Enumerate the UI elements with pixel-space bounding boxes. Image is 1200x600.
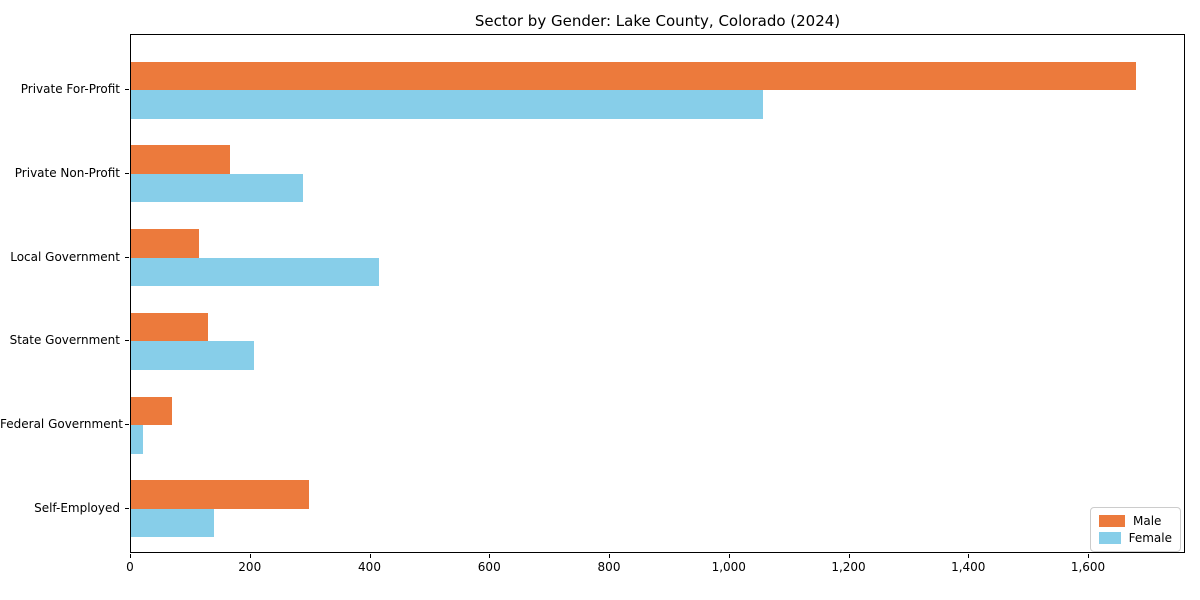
male-swatch-icon xyxy=(1099,515,1125,527)
x-tick-label-1400: 1,400 xyxy=(951,560,986,574)
bar-male-state-government xyxy=(131,312,209,342)
x-tick-mark xyxy=(130,554,131,558)
legend-row-female: Female xyxy=(1099,531,1172,545)
bar-male-self-employed xyxy=(131,480,309,509)
female-swatch-icon xyxy=(1099,532,1121,544)
y-tick-mark xyxy=(125,89,129,90)
plot-area xyxy=(130,34,1185,553)
x-tick-mark xyxy=(728,554,730,558)
y-tick-label-local-government: Local Government xyxy=(10,249,120,264)
y-tick-label-private-for-profit: Private For-Profit xyxy=(20,82,120,96)
y-tick-mark xyxy=(125,172,129,174)
x-tick-mark xyxy=(369,554,371,558)
bar-male-private-non-profit xyxy=(131,145,231,174)
x-tick-mark xyxy=(968,554,970,558)
legend-label-female: Female xyxy=(1128,531,1172,545)
bar-female-private-non-profit xyxy=(131,173,303,203)
x-tick-label-800: 800 xyxy=(597,560,621,574)
y-tick-mark xyxy=(125,340,129,342)
x-tick-mark xyxy=(848,554,850,558)
x-tick-label-600: 600 xyxy=(477,560,501,574)
x-tick-mark xyxy=(489,554,491,558)
y-tick-mark xyxy=(125,424,129,425)
x-tick-label-200: 200 xyxy=(238,560,262,574)
bar-female-state-government xyxy=(131,341,254,370)
legend-label-male: Male xyxy=(1133,514,1162,528)
y-tick-label-self-employed: Self-Employed xyxy=(34,500,120,515)
bar-female-local-government xyxy=(131,257,380,286)
x-tick-label-0: 0 xyxy=(126,560,134,574)
legend-row-male: Male xyxy=(1099,514,1172,528)
bar-female-private-for-profit xyxy=(131,90,763,119)
y-tick-label-private-non-profit: Private Non-Profit xyxy=(14,165,120,180)
x-tick-mark xyxy=(249,554,251,558)
y-tick-label-federal-government: Federal Government xyxy=(0,417,123,431)
x-tick-label-1000: 1,000 xyxy=(711,560,746,574)
bar-female-self-employed xyxy=(131,508,215,538)
legend: Male Female xyxy=(1090,507,1181,552)
y-tick-mark xyxy=(125,256,129,258)
bar-male-local-government xyxy=(131,229,199,258)
x-tick-mark xyxy=(609,554,610,558)
x-tick-mark xyxy=(1088,554,1089,558)
bar-female-federal-government xyxy=(131,425,143,454)
x-tick-label-1600: 1,600 xyxy=(1070,560,1106,574)
x-tick-label-400: 400 xyxy=(358,560,381,574)
bar-male-federal-government xyxy=(131,396,172,425)
chart-title: Sector by Gender: Lake County, Colorado … xyxy=(474,12,841,30)
y-tick-label-state-government: State Government xyxy=(9,333,120,348)
y-tick-mark xyxy=(125,507,129,509)
bar-male-private-for-profit xyxy=(131,61,1136,90)
x-tick-label-1200: 1,200 xyxy=(831,560,866,574)
